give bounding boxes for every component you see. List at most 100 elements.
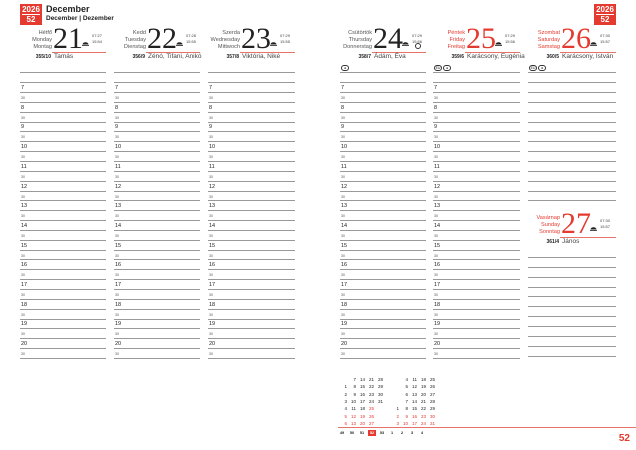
week-number[interactable]: 1 (390, 431, 394, 435)
calendar-day: 3 (344, 398, 347, 404)
week: 52 (26, 15, 36, 24)
writing-line (528, 345, 616, 347)
writing-line (20, 151, 106, 153)
half-hour-label: 30 (21, 332, 25, 337)
sun-times: 07:28 15:55 (186, 33, 196, 45)
hour-label: 10 (434, 144, 441, 151)
half-hour-label: 30 (434, 332, 438, 337)
year: 2026 (596, 5, 614, 14)
writing-line (208, 259, 295, 261)
day-name: Donnerstag (343, 44, 372, 50)
hour-label: 20 (341, 341, 348, 348)
half-hour-label: 30 (115, 253, 119, 258)
sunrise-time: 07:29 (412, 33, 423, 38)
sunrise-sunset-icon (590, 219, 597, 231)
writing-line (208, 210, 295, 212)
writing-line (528, 296, 616, 298)
day-name: Kedd (132, 30, 146, 36)
hour-label: 20 (115, 341, 122, 348)
writing-line (114, 357, 200, 359)
week-number[interactable]: 50 (349, 431, 355, 435)
name-day: Viktória, Niké (242, 53, 281, 60)
hour-label: 7 (209, 85, 213, 91)
sunrise-sunset-icon (495, 34, 502, 46)
week-number[interactable]: 49 (339, 431, 345, 435)
writing-line (528, 325, 616, 327)
writing-line (433, 249, 520, 251)
hour-label: 7 (341, 85, 345, 91)
sun-times: 07:27 15:54 (92, 33, 102, 45)
calendar-day: 9 (405, 413, 408, 419)
writing-line (20, 249, 106, 251)
hour-label: 8 (115, 104, 119, 111)
calendar-day: 18 (420, 377, 426, 382)
calendar-day: 20 (359, 420, 365, 426)
half-hour-label: 30 (21, 174, 25, 179)
day-of-year: 355/10 (35, 54, 51, 60)
writing-line (433, 111, 520, 113)
writing-line (340, 111, 426, 113)
writing-line (114, 318, 200, 320)
hour-label: 19 (341, 321, 348, 328)
day-header: Péntek Friday Freitag 25 07:29 15:56 359/6 Kará… (433, 24, 525, 71)
calendar-day: 26 (429, 384, 435, 390)
writing-line (208, 200, 295, 202)
writing-line (114, 160, 200, 162)
hour-label: 13 (21, 203, 28, 210)
week-number[interactable]: 53 (379, 431, 385, 435)
calendar-day: 30 (429, 413, 435, 419)
writing-line (433, 151, 520, 153)
calendar-day: 31 (377, 398, 383, 404)
writing-line (340, 279, 426, 281)
hour-label: 8 (434, 104, 438, 111)
calendar-day: 24 (368, 398, 374, 404)
week-number[interactable]: 52 (368, 430, 376, 436)
writing-line (340, 82, 426, 83)
hour-label: 11 (21, 163, 27, 170)
holiday-icon: ● (538, 65, 546, 71)
day-underline (146, 52, 200, 53)
half-hour-label: 30 (434, 194, 438, 199)
writing-line (114, 141, 200, 143)
week-number[interactable]: 4 (420, 431, 424, 435)
writing-line (340, 220, 426, 222)
hour-label: 13 (434, 203, 441, 210)
day-number: 23 (241, 22, 271, 55)
writing-line (340, 298, 426, 300)
sunrise-time: 07:29 (280, 33, 291, 38)
calendar-day: 28 (429, 398, 435, 404)
writing-line (20, 141, 106, 143)
writing-line (208, 289, 295, 290)
hour-label: 12 (341, 183, 348, 190)
half-hour-label: 30 (434, 155, 438, 160)
writing-line (433, 229, 520, 231)
writing-line (340, 348, 426, 350)
writing-line (433, 141, 520, 143)
sun-times: 07:29 15:55 (280, 33, 290, 45)
calendar-day: 29 (429, 406, 435, 412)
day-column: Szombat Saturday Samstag 26 07:30 15:57 360/5 K… (528, 0, 616, 370)
half-hour-label: 30 (209, 155, 213, 160)
hour-label: 16 (341, 262, 348, 269)
writing-line (433, 180, 520, 182)
writing-line (20, 348, 106, 350)
half-hour-label: 30 (21, 135, 25, 140)
half-hour-label: 30 (341, 293, 345, 297)
writing-line (114, 200, 200, 202)
half-hour-label: 30 (21, 352, 25, 357)
half-hour-label: 30 (115, 135, 119, 140)
writing-line (528, 111, 616, 113)
hour-label: 7 (115, 85, 119, 91)
week-number[interactable]: 2 (400, 431, 404, 435)
writing-line (433, 72, 520, 73)
writing-line (20, 269, 106, 271)
writing-line (114, 220, 200, 222)
writing-line (528, 306, 616, 308)
week-number[interactable]: 3 (410, 431, 414, 435)
writing-line (20, 308, 106, 310)
calendar-day: 10 (350, 398, 356, 404)
calendar-day: 8 (353, 384, 356, 390)
week-number[interactable]: 51 (359, 431, 365, 435)
day-number: 22 (147, 22, 177, 55)
sunrise-sunset-icon (402, 34, 409, 46)
